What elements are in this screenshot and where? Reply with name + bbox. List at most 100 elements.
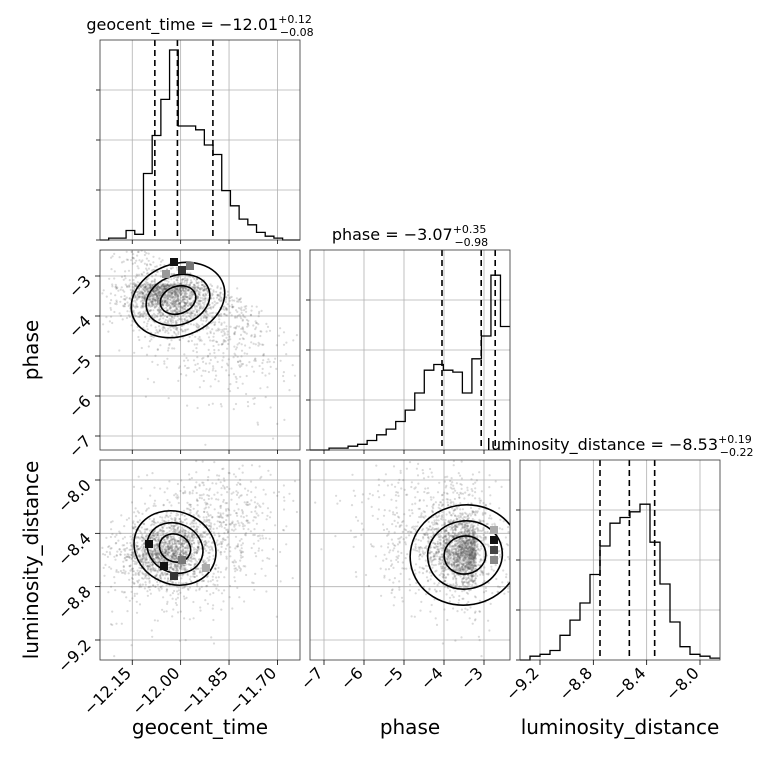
sample-point: [170, 284, 173, 287]
sample-point: [155, 573, 158, 576]
sample-point: [142, 563, 145, 566]
sample-point: [141, 304, 144, 307]
sample-point: [155, 265, 158, 268]
sample-point: [156, 285, 160, 288]
sample-point: [201, 534, 204, 537]
sample-point: [179, 553, 182, 556]
sample-point: [174, 547, 177, 551]
sample-point: [283, 499, 286, 502]
sample-point: [190, 291, 194, 294]
sample-point: [171, 527, 174, 530]
sample-point: [188, 284, 191, 287]
sample-point: [146, 290, 149, 293]
sample-point: [178, 302, 181, 305]
sample-point: [176, 564, 179, 567]
sample-point: [212, 618, 215, 622]
sample-point: [279, 550, 282, 554]
sample-point: [158, 567, 161, 571]
sample-point: [216, 293, 219, 296]
sample-point: [135, 284, 138, 287]
sample-point: [104, 553, 107, 556]
sample-point: [164, 284, 167, 288]
sample-point: [166, 550, 169, 553]
sample-point: [244, 316, 247, 319]
sample-point: [182, 542, 185, 546]
sample-point: [155, 289, 158, 292]
sample-point: [109, 292, 112, 295]
sample-point: [172, 525, 176, 528]
sample-point: [108, 566, 111, 569]
sample-point: [174, 300, 177, 303]
sample-point: [168, 304, 171, 307]
sample-point: [119, 300, 122, 303]
sample-point: [130, 538, 133, 541]
sample-point: [154, 551, 157, 554]
sample-point: [431, 475, 434, 478]
sample-point: [151, 553, 154, 556]
sample-point: [187, 288, 190, 291]
sample-point: [168, 294, 171, 297]
sample-point: [256, 502, 259, 505]
sample-point: [145, 293, 148, 296]
sample-point: [179, 489, 182, 493]
sample-point: [182, 566, 185, 569]
sample-point: [137, 267, 140, 270]
sample-point: [165, 322, 168, 325]
sample-point: [130, 250, 133, 253]
sample-point: [135, 303, 138, 306]
sample-point: [183, 486, 186, 489]
sample-point: [200, 280, 203, 283]
sample-point: [225, 325, 228, 328]
sample-point: [135, 600, 138, 603]
sample-point: [172, 556, 175, 560]
sample-point: [158, 552, 161, 555]
sample-point: [196, 295, 199, 298]
sample-point: [173, 301, 176, 304]
sample-point: [123, 290, 126, 293]
sample-point: [139, 313, 142, 316]
sample-point: [291, 577, 294, 580]
sample-point: [178, 531, 181, 534]
sample-point: [262, 354, 265, 357]
sample-point: [116, 550, 119, 553]
sample-point: [145, 272, 149, 275]
sample-point: [245, 332, 248, 335]
sample-point: [143, 321, 146, 324]
sample-point: [223, 308, 226, 311]
sample-point: [161, 529, 165, 532]
sample-point: [115, 554, 118, 557]
sample-point: [105, 550, 108, 554]
sample-point: [212, 527, 215, 531]
sample-point: [194, 562, 197, 565]
sample-point: [181, 306, 184, 309]
sample-point: [198, 287, 201, 290]
sample-point: [156, 287, 159, 290]
sample-point: [177, 589, 181, 592]
sample-point: [173, 562, 176, 566]
sample-point: [181, 542, 184, 545]
sample-point: [159, 287, 162, 291]
sample-point: [139, 558, 142, 561]
sample-point: [172, 568, 175, 571]
sample-point: [143, 542, 146, 545]
sample-point: [137, 250, 140, 253]
sample-point: [109, 623, 113, 626]
sample-point: [197, 287, 200, 290]
sample-point: [167, 327, 170, 330]
sample-point: [217, 570, 220, 573]
sample-point: [178, 282, 181, 285]
sample-point: [158, 539, 161, 542]
sample-point: [171, 543, 174, 546]
sample-point: [157, 553, 161, 556]
sample-point: [169, 514, 172, 517]
sample-point: [174, 542, 177, 545]
sample-point: [215, 290, 218, 293]
hist-panel-geocent_time: geocent_time = −12.01+0.12 −0.08: [86, 13, 314, 241]
sample-point: [243, 309, 246, 312]
sample-point: [240, 515, 243, 518]
sample-point: [382, 559, 385, 562]
sample-point: [228, 523, 231, 526]
sample-point: [198, 367, 201, 370]
sample-point: [188, 283, 191, 286]
sample-point: [202, 579, 205, 582]
